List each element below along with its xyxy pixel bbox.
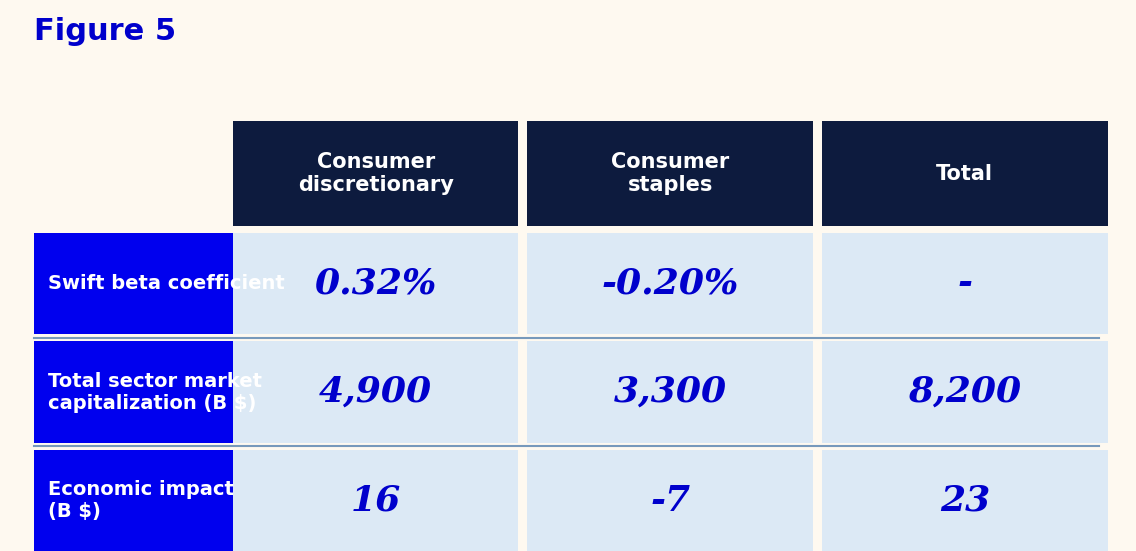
Text: -7: -7 (650, 484, 691, 517)
FancyBboxPatch shape (34, 450, 233, 551)
Text: 23: 23 (939, 484, 989, 517)
Text: 16: 16 (351, 484, 401, 517)
FancyBboxPatch shape (822, 233, 1108, 334)
FancyBboxPatch shape (233, 121, 518, 226)
FancyBboxPatch shape (233, 450, 518, 551)
Text: Economic impact
(B $): Economic impact (B $) (48, 480, 234, 521)
FancyBboxPatch shape (822, 450, 1108, 551)
Text: Consumer
staples: Consumer staples (611, 152, 729, 195)
FancyBboxPatch shape (233, 233, 518, 334)
Text: -: - (958, 267, 972, 300)
Text: Consumer
discretionary: Consumer discretionary (298, 152, 453, 195)
Text: Total: Total (936, 164, 993, 183)
FancyBboxPatch shape (527, 121, 813, 226)
FancyBboxPatch shape (822, 341, 1108, 443)
Text: -0.20%: -0.20% (602, 267, 738, 300)
FancyBboxPatch shape (233, 341, 518, 443)
Text: Swift beta coefficient: Swift beta coefficient (48, 274, 284, 293)
FancyBboxPatch shape (527, 233, 813, 334)
Text: 0.32%: 0.32% (315, 267, 437, 300)
FancyBboxPatch shape (34, 233, 233, 334)
FancyBboxPatch shape (527, 341, 813, 443)
FancyBboxPatch shape (822, 121, 1108, 226)
FancyBboxPatch shape (34, 341, 233, 443)
Text: 8,200: 8,200 (909, 375, 1021, 409)
Text: Total sector market
capitalization (B $): Total sector market capitalization (B $) (48, 371, 261, 413)
Text: 4,900: 4,900 (319, 375, 432, 409)
FancyBboxPatch shape (527, 450, 813, 551)
Text: Figure 5: Figure 5 (34, 17, 176, 46)
Text: 3,300: 3,300 (613, 375, 727, 409)
